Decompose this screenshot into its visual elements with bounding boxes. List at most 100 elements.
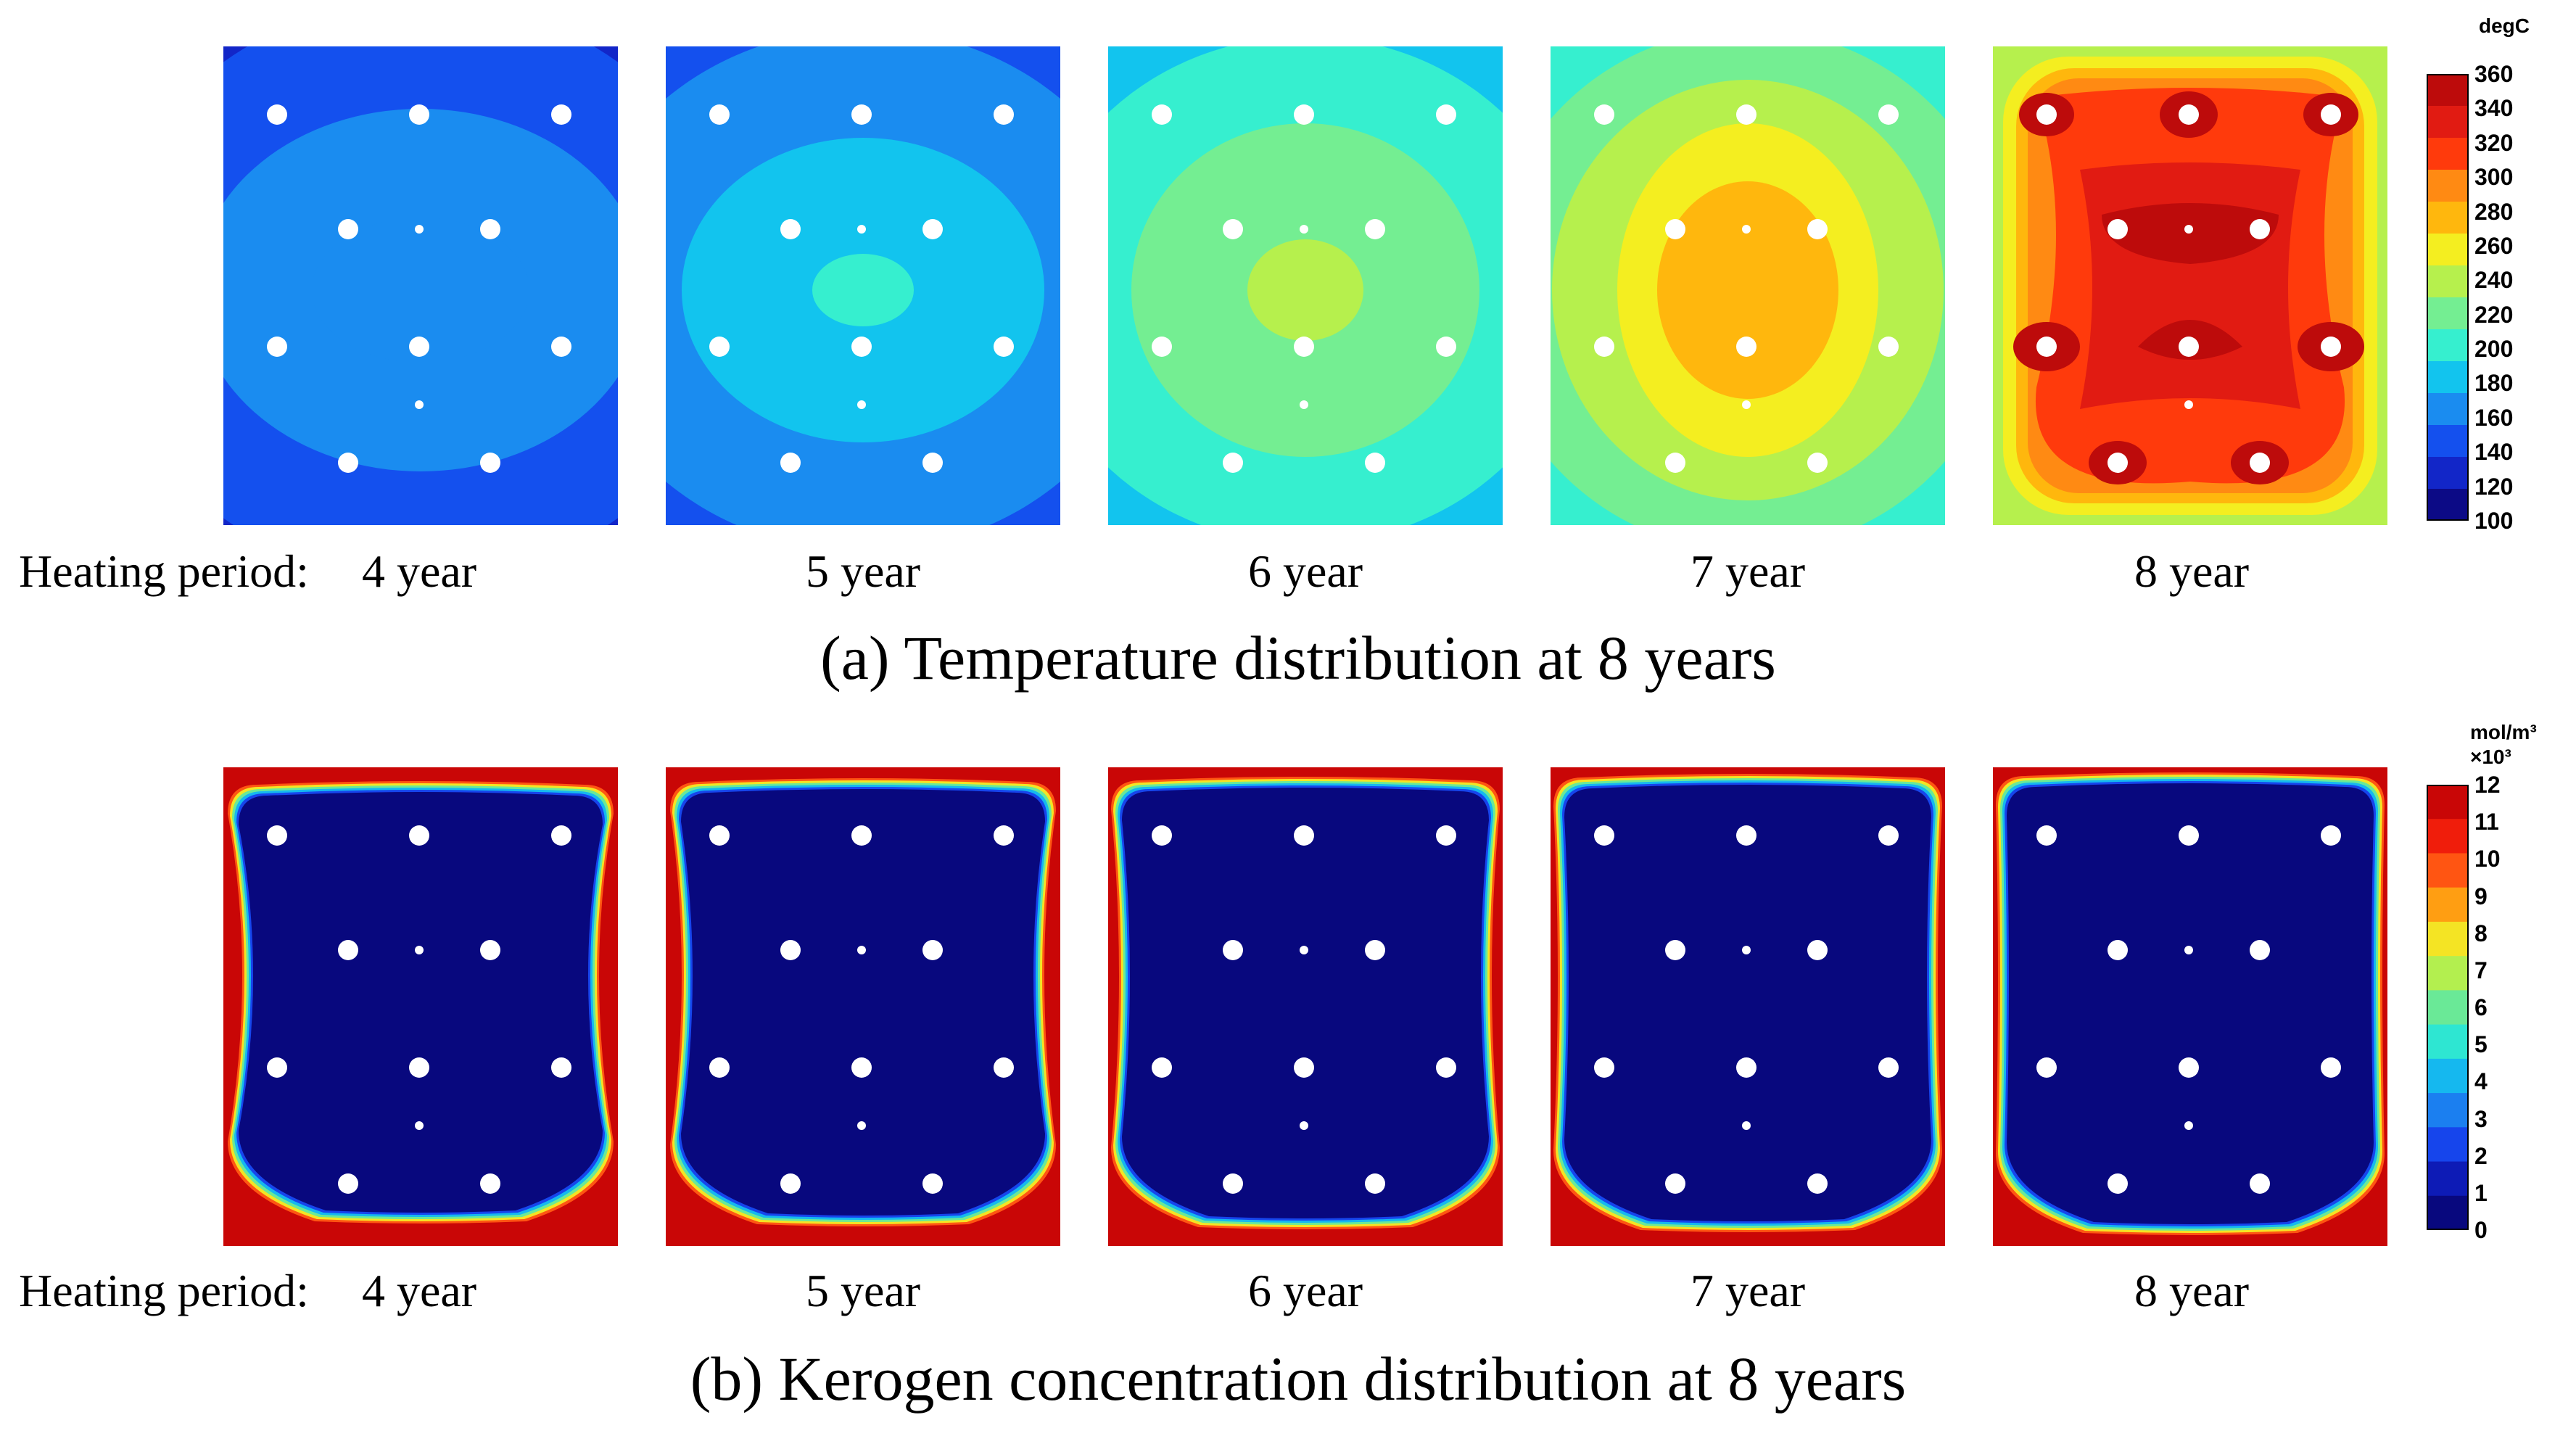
temp-contour-4yr (223, 46, 618, 525)
well-marker (1365, 1173, 1385, 1194)
kerogen-swatch-8 (2427, 1058, 2469, 1094)
well-marker (709, 825, 730, 846)
temp-contour-5yr (666, 46, 1060, 525)
well-marker (267, 104, 287, 125)
well-marker (1152, 825, 1172, 846)
well-marker (480, 1173, 500, 1194)
well-marker (1223, 940, 1243, 960)
well-marker (709, 337, 730, 357)
well-marker (1294, 337, 1314, 357)
well-marker (551, 337, 571, 357)
temp-tick-label: 360 (2474, 61, 2514, 87)
temp-swatch-13 (2427, 489, 2469, 521)
temp-tick-label: 160 (2474, 404, 2514, 431)
panel-label-a-5yr: 5 year (805, 545, 921, 597)
well-marker (780, 219, 801, 239)
well-marker (2250, 219, 2270, 239)
well-marker (1223, 1173, 1243, 1194)
well-marker (709, 104, 730, 125)
well-marker (2321, 1057, 2341, 1078)
well-marker (2108, 219, 2128, 239)
kerogen-swatch-4 (2427, 921, 2469, 957)
well-marker (1807, 453, 1828, 473)
well-marker (1807, 1173, 1828, 1194)
kerogen-tick-label: 12 (2474, 772, 2501, 798)
well-marker (2321, 337, 2341, 357)
panel-label-b-6yr: 6 year (1247, 1265, 1363, 1316)
well-marker (1807, 940, 1828, 960)
temp-colorbar-unit: degC (2479, 15, 2530, 37)
temp-tick-label: 320 (2474, 129, 2514, 156)
well-marker (1878, 104, 1899, 125)
well-marker (1365, 453, 1385, 473)
kerogen-panel-4yr (223, 767, 618, 1246)
well-marker (922, 1173, 943, 1194)
well-marker (409, 1057, 429, 1078)
temp-swatch-9 (2427, 361, 2469, 394)
panel-label-b-5yr: 5 year (805, 1265, 921, 1316)
temp-contour-8yr (1993, 46, 2387, 525)
well-marker (1436, 825, 1456, 846)
well-marker (409, 337, 429, 357)
temp-tick-label: 300 (2474, 164, 2514, 191)
well-marker (1878, 1057, 1899, 1078)
well-marker (2036, 337, 2057, 357)
well-marker (1436, 337, 1456, 357)
well-marker (1294, 104, 1314, 125)
well-marker (2036, 104, 2057, 125)
kerogen-swatch-11 (2427, 1161, 2469, 1197)
well-marker (1594, 337, 1614, 357)
well-marker (2250, 453, 2270, 473)
well-marker (267, 825, 287, 846)
well-marker (409, 104, 429, 125)
well-marker (1223, 219, 1243, 239)
well-marker (1878, 337, 1899, 357)
kerogen-swatch-7 (2427, 1024, 2469, 1060)
well-marker (1365, 940, 1385, 960)
kerogen-swatch-9 (2427, 1093, 2469, 1128)
well-marker (2184, 225, 2193, 234)
well-marker (922, 219, 943, 239)
temp-contour-6yr (1108, 46, 1503, 525)
kerogen-tick-label: 8 (2474, 920, 2488, 946)
well-marker (851, 104, 872, 125)
kerogen-contour-5yr (666, 767, 1060, 1246)
kerogen-colorbar-unit-scale: ×10³ (2470, 746, 2511, 768)
well-marker (1665, 219, 1685, 239)
well-marker (1594, 825, 1614, 846)
panel-label-a-4yr: 4 year (361, 545, 477, 597)
well-marker (1736, 337, 1756, 357)
well-marker (2250, 940, 2270, 960)
well-marker (2108, 940, 2128, 960)
well-marker (1294, 1057, 1314, 1078)
well-marker (551, 104, 571, 125)
well-marker (1300, 1121, 1308, 1130)
well-marker (994, 825, 1014, 846)
temp-tick-label: 280 (2474, 198, 2514, 225)
well-marker (338, 453, 358, 473)
well-marker (1594, 1057, 1614, 1078)
well-marker (1742, 400, 1751, 409)
kerogen-tick-label: 1 (2474, 1179, 2488, 1206)
kerogen-tick-label: 2 (2474, 1142, 2488, 1169)
kerogen-swatch-6 (2427, 990, 2469, 1026)
well-marker (780, 453, 801, 473)
well-marker (1736, 825, 1756, 846)
well-marker (2184, 1121, 2193, 1130)
well-marker (1436, 1057, 1456, 1078)
temp-tick-label: 120 (2474, 473, 2514, 500)
kerogen-panel-5yr (666, 767, 1060, 1246)
temp-tick-label: 200 (2474, 336, 2514, 363)
well-marker (851, 337, 872, 357)
panel-label-b-4yr: 4 year (361, 1265, 477, 1316)
well-marker (857, 225, 866, 234)
kerogen-swatch-1 (2427, 819, 2469, 854)
temp-swatch-11 (2427, 425, 2469, 458)
temp-tick-label: 180 (2474, 370, 2514, 397)
temp-tick-label: 340 (2474, 95, 2514, 122)
temperature-panel-5yr (666, 46, 1060, 525)
temp-contour-7yr (1551, 46, 1945, 525)
heating-period-label-a: Heating period: (19, 545, 309, 597)
well-marker (2179, 337, 2199, 357)
temp-swatch-3 (2427, 170, 2469, 202)
